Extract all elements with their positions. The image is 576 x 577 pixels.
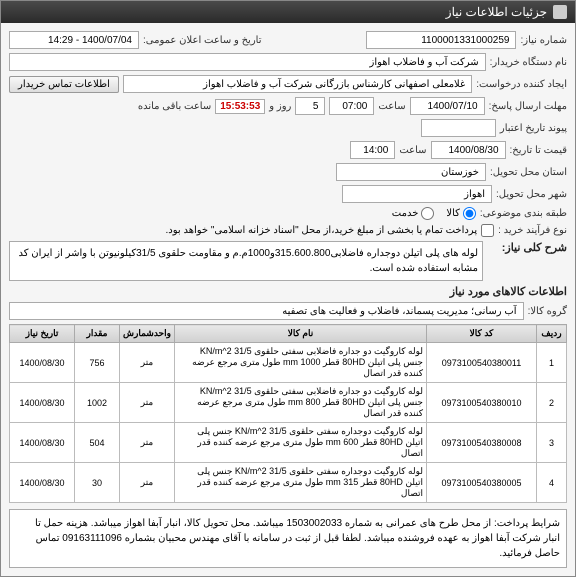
table-row: 30973100540380008لوله کاروگیت دوجداره سف… — [10, 423, 567, 463]
goods-title: اطلاعات کالاهای مورد نیاز — [450, 285, 567, 298]
table-cell: 1 — [537, 343, 567, 383]
announce-value: 1400/07/04 - 14:29 — [9, 31, 139, 49]
table-cell: لوله کاروگیت دوجداره سفتی حلقوی KN/m^2 3… — [175, 463, 427, 503]
need-no-label: شماره نیاز: — [520, 35, 567, 46]
province-label: استان محل تحویل: — [490, 167, 567, 178]
buyer-value: شرکت آب و فاضلاب اهواز — [9, 53, 486, 71]
table-cell: 504 — [75, 423, 120, 463]
table-cell: 3 — [537, 423, 567, 463]
need-no-value: 1100001331000259 — [366, 31, 516, 49]
table-cell: 4 — [537, 463, 567, 503]
table-cell: متر — [120, 383, 175, 423]
city-value: اهواز — [342, 185, 492, 203]
table-cell: 2 — [537, 383, 567, 423]
treasury-checkbox-input[interactable] — [481, 224, 494, 237]
details-window: جزئیات اطلاعات نیاز شماره نیاز: 11000013… — [0, 0, 576, 577]
goods-tbody: 10973100540380011لوله کاروگیت دو جداره ف… — [10, 343, 567, 503]
window-icon — [553, 5, 567, 19]
table-cell: 1002 — [75, 383, 120, 423]
radio-service-label: خدمت — [392, 208, 419, 219]
time-label-1: ساعت — [378, 101, 405, 112]
table-cell: 0973100540380011 — [427, 343, 537, 383]
radio-goods[interactable]: کالا — [446, 207, 476, 220]
price-until-label: قیمت تا تاریخ: — [510, 145, 567, 156]
multi-vendor-label: طبقه بندی موضوعی: — [480, 208, 567, 219]
table-cell: 30 — [75, 463, 120, 503]
price-until-time: 14:00 — [350, 141, 395, 159]
table-cell: متر — [120, 463, 175, 503]
titlebar: جزئیات اطلاعات نیاز — [1, 1, 575, 23]
buyer-label: نام دستگاه خریدار: — [490, 57, 567, 68]
table-cell: لوله کاروگیت دو جداره فاضلابی سفتی حلقوی… — [175, 343, 427, 383]
deadline-date: 1400/07/10 — [410, 97, 485, 115]
table-row: 10973100540380011لوله کاروگیت دو جداره ف… — [10, 343, 567, 383]
table-cell: متر — [120, 343, 175, 383]
province-value: خوزستان — [336, 163, 486, 181]
footer-note: شرایط پرداخت: از محل طرح های عمرانی به ش… — [9, 509, 567, 568]
radio-service[interactable]: خدمت — [392, 207, 435, 220]
radio-goods-label: کالا — [446, 208, 460, 219]
th-name: نام کالا — [175, 325, 427, 343]
history-date — [421, 119, 496, 137]
requester-label: ایجاد کننده درخواست: — [476, 79, 567, 90]
treasury-checkbox-label: پرداخت تمام یا بخشی از مبلغ خرید،از محل … — [166, 225, 478, 236]
history-label: پیوند تاریخ اعتبار — [500, 123, 567, 134]
table-cell: 1400/08/30 — [10, 343, 75, 383]
th-unit: واحدشمارش — [120, 325, 175, 343]
radio-service-input[interactable] — [421, 207, 434, 220]
type-radio-group: کالا خدمت — [392, 207, 476, 220]
buy-type-label: نوع فرآیند خرید : — [498, 225, 567, 236]
table-cell: متر — [120, 423, 175, 463]
remain-suffix: ساعت باقی مانده — [138, 101, 211, 112]
table-header-row: ردیف کد کالا نام کالا واحدشمارش مقدار تا… — [10, 325, 567, 343]
countdown-timer: 15:53:53 — [215, 99, 265, 114]
table-cell: 1400/08/30 — [10, 463, 75, 503]
radio-goods-input[interactable] — [463, 207, 476, 220]
th-qty: مقدار — [75, 325, 120, 343]
contact-button[interactable]: اطلاعات تماس خریدار — [9, 76, 119, 93]
requester-value: غلامعلی اصفهانی کارشناس بازرگانی شرکت آب… — [123, 75, 472, 93]
table-cell: 1400/08/30 — [10, 383, 75, 423]
th-code: کد کالا — [427, 325, 537, 343]
treasury-checkbox[interactable]: پرداخت تمام یا بخشی از مبلغ خرید،از محل … — [166, 224, 495, 237]
form-area: شماره نیاز: 1100001331000259 تاریخ و ساع… — [1, 23, 575, 576]
table-cell: لوله کاروگیت دوجداره سفتی حلقوی KN/m^2 3… — [175, 423, 427, 463]
th-date: تاریخ نیاز — [10, 325, 75, 343]
table-cell: 756 — [75, 343, 120, 383]
table-cell: لوله کاروگیت دو جداره فاضلابی سفتی حلقوی… — [175, 383, 427, 423]
group-value: آب رسانی؛ مدیریت پسماند، فاضلاب و فعالیت… — [9, 302, 524, 320]
table-row: 40973100540380005لوله کاروگیت دوجداره سف… — [10, 463, 567, 503]
th-index: ردیف — [537, 325, 567, 343]
goods-table: ردیف کد کالا نام کالا واحدشمارش مقدار تا… — [9, 324, 567, 503]
days-value: 5 — [295, 97, 325, 115]
deadline-time: 07:00 — [329, 97, 374, 115]
titlebar-text: جزئیات اطلاعات نیاز — [446, 5, 547, 19]
group-label: گروه کالا: — [528, 306, 567, 317]
days-suffix: روز و — [269, 101, 291, 112]
table-cell: 0973100540380005 — [427, 463, 537, 503]
table-cell: 0973100540380008 — [427, 423, 537, 463]
time-label-2: ساعت — [399, 145, 426, 156]
table-cell: 1400/08/30 — [10, 423, 75, 463]
desc-text: لوله های پلی اتیلن دوجداره فاضلابی315.60… — [9, 241, 483, 281]
desc-title: شرح کلی نیاز: — [487, 241, 567, 254]
price-until-date: 1400/08/30 — [431, 141, 506, 159]
goods-table-container: ردیف کد کالا نام کالا واحدشمارش مقدار تا… — [9, 324, 567, 503]
deadline-label: مهلت ارسال پاسخ: — [489, 101, 567, 112]
city-label: شهر محل تحویل: — [496, 189, 567, 200]
table-row: 20973100540380010لوله کاروگیت دو جداره ف… — [10, 383, 567, 423]
announce-label: تاریخ و ساعت اعلان عمومی: — [143, 35, 262, 46]
table-cell: 0973100540380010 — [427, 383, 537, 423]
